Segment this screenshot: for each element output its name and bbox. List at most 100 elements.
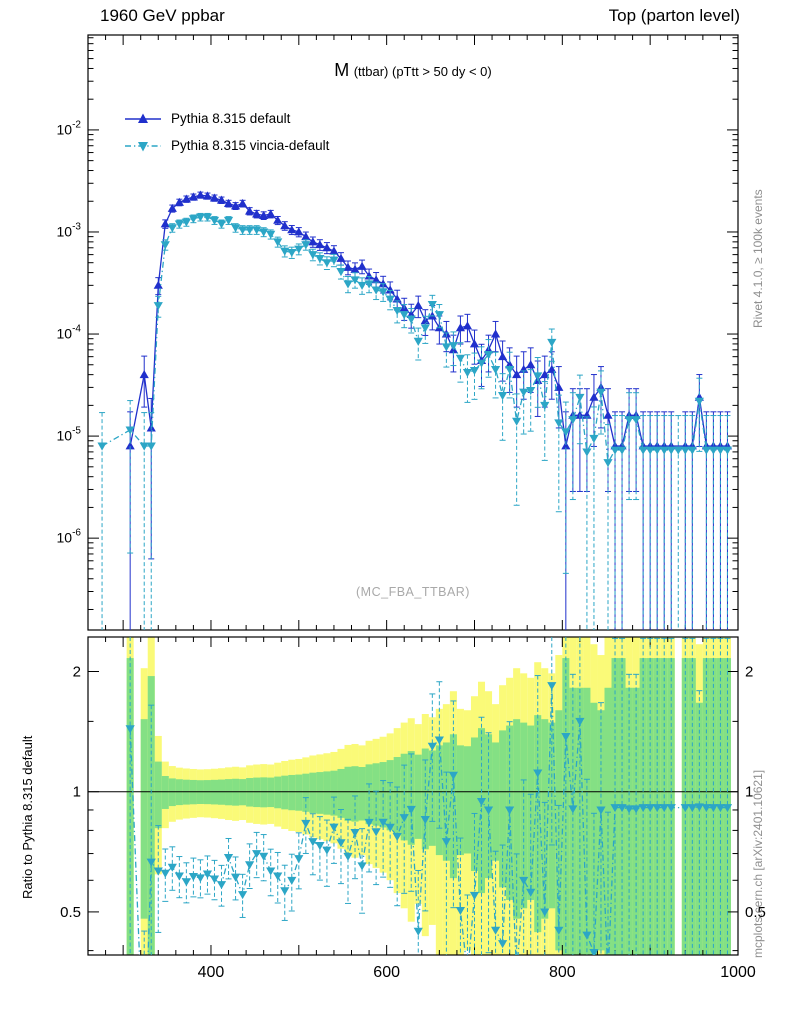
ratio-tick-label-right: 1	[745, 784, 753, 801]
marker-up	[497, 352, 508, 361]
marker-down	[287, 249, 297, 258]
marker-down	[322, 846, 332, 855]
ratio-series-layer	[125, 637, 733, 955]
marker-down	[448, 771, 459, 780]
marker-down	[294, 855, 304, 864]
marker-down	[554, 419, 564, 428]
marker-down	[722, 446, 733, 455]
marker-up	[181, 194, 191, 203]
marker-down	[343, 852, 353, 861]
marker-down	[216, 881, 227, 890]
marker-down	[301, 819, 311, 828]
x-tick-label: 400	[198, 964, 225, 981]
marker-down	[97, 442, 107, 451]
marker-up	[202, 191, 213, 200]
marker-up	[273, 215, 283, 224]
marker-up	[561, 441, 571, 450]
marker-down	[139, 442, 149, 451]
marker-down	[547, 682, 557, 691]
marker-down	[722, 804, 733, 813]
marker-down	[315, 255, 325, 264]
marker-down	[322, 259, 332, 268]
legend-marker-vincia	[125, 141, 161, 151]
marker-down	[659, 446, 669, 455]
marker-up	[237, 198, 248, 207]
marker-up	[174, 197, 184, 206]
marker-down	[174, 220, 184, 229]
marker-down	[329, 256, 339, 265]
marker-down	[483, 806, 494, 815]
y-tick-label: 10-4	[57, 324, 82, 342]
marker-up	[153, 280, 163, 289]
legend-marker-default	[125, 113, 161, 123]
marker-down	[153, 302, 163, 311]
series-vincia	[97, 212, 733, 630]
marker-down	[617, 446, 627, 455]
marker-down	[301, 241, 311, 250]
marker-down	[174, 872, 184, 881]
marker-down	[568, 416, 578, 425]
marker-down	[230, 224, 241, 233]
marker-down	[575, 717, 585, 726]
marker-down	[188, 215, 199, 224]
marker-down	[666, 804, 676, 813]
marker-down	[701, 804, 711, 813]
marker-down	[202, 213, 213, 222]
marker-down	[308, 251, 318, 260]
marker-down	[259, 852, 269, 861]
marker-up	[385, 285, 395, 294]
marker-down	[561, 733, 571, 742]
marker-down	[392, 307, 402, 316]
marker-down	[259, 228, 269, 237]
marker-down	[568, 805, 578, 814]
marker-down	[610, 446, 620, 455]
ratio-tick-label-left: 0.5	[60, 904, 81, 921]
marker-up	[526, 360, 536, 369]
main-series-layer	[97, 190, 733, 630]
marker-down	[195, 213, 206, 222]
series-default	[125, 190, 733, 630]
marker-down	[631, 416, 641, 425]
marker-down	[554, 926, 564, 935]
marker-up	[259, 210, 269, 219]
marker-down	[209, 875, 220, 884]
ratio-tick-label-right: 0.5	[745, 904, 766, 921]
marker-up	[216, 195, 227, 204]
marker-down	[336, 839, 346, 848]
ratio-axis-label: Ratio to Pythia 8.315 default	[20, 735, 35, 899]
marker-up	[308, 237, 318, 246]
marker-down	[294, 245, 304, 254]
marker-down	[490, 365, 501, 375]
marker-up	[195, 190, 206, 199]
marker-down	[280, 247, 290, 256]
marker-down	[526, 387, 536, 396]
marker-up	[139, 370, 149, 379]
marker-down	[378, 818, 388, 827]
marker-down	[533, 769, 543, 778]
marker-up	[371, 275, 381, 284]
marker-up	[357, 261, 367, 270]
marker-down	[708, 804, 719, 813]
marker-down	[687, 446, 697, 455]
marker-down	[673, 446, 683, 455]
marker-down	[715, 804, 726, 813]
marker-up	[512, 370, 522, 379]
marker-up	[490, 329, 501, 338]
marker-up	[322, 243, 332, 252]
marker-down	[596, 388, 606, 397]
marker-down	[533, 372, 543, 381]
marker-down	[350, 828, 360, 838]
marker-down	[125, 426, 135, 435]
marker-down	[399, 311, 409, 320]
legend-label-vincia: Pythia 8.315 vincia-default	[171, 138, 330, 153]
marker-down	[659, 804, 669, 813]
marker-down	[540, 401, 550, 410]
y-tick-label: 10-2	[57, 119, 82, 137]
header-process-label: Top (parton level)	[608, 6, 740, 25]
marker-down	[505, 365, 515, 375]
marker-up	[209, 193, 220, 202]
legend: Pythia 8.315 default Pythia 8.315 vincia…	[124, 105, 329, 159]
marker-down	[202, 870, 213, 879]
marker-down	[547, 338, 557, 347]
